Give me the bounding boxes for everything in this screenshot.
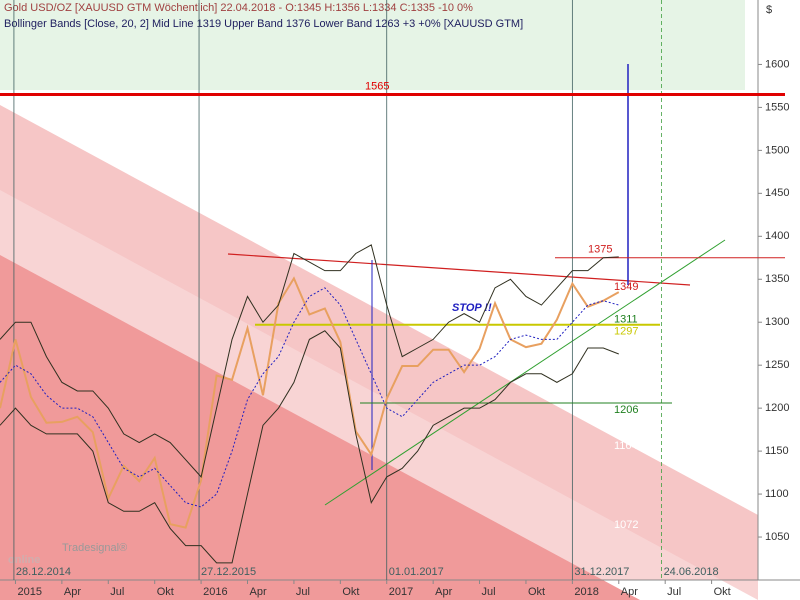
logo-small: Tradesignal® (62, 542, 127, 554)
target-zone (0, 0, 745, 90)
y-tick-label: 1050 (765, 531, 789, 543)
y-tick-label: 1550 (765, 101, 789, 113)
series-line (0, 287, 619, 508)
x-tick-label: 2018 (574, 586, 598, 598)
x-tick-label: Apr (64, 586, 81, 598)
level-label: 1565 (365, 80, 389, 92)
support-trend (324, 239, 726, 506)
level-label: 1072 (614, 519, 638, 531)
level-label: 1164 (614, 440, 638, 452)
x-tick-label: 2017 (389, 586, 413, 598)
series-line (0, 276, 620, 529)
x-tick-label: Apr (250, 586, 267, 598)
currency: $ (766, 4, 772, 16)
y-tick-label: 1150 (765, 445, 789, 457)
level-label: 1206 (614, 404, 638, 416)
channel-inner (0, 255, 640, 600)
level-label: 1349 (614, 281, 638, 293)
date-marker-label: 27.12.2015 (201, 566, 256, 578)
x-tick-label: 2015 (17, 586, 41, 598)
y-tick-label: 1250 (765, 359, 789, 371)
x-tick-label: Jul (667, 586, 681, 598)
y-tick-label: 1400 (765, 230, 789, 242)
x-tick-label: Okt (157, 586, 174, 598)
level-label: 1375 (588, 244, 612, 256)
date-marker-label: 28.12.2014 (16, 566, 71, 578)
header-main: Gold USD/OZ [XAUUSD GTM Wöchentlich] 22.… (4, 2, 473, 14)
y-tick-label: 1100 (765, 488, 789, 500)
x-tick-label: Apr (435, 586, 452, 598)
y-tick-label: 1450 (765, 187, 789, 199)
y-tick-label: 1200 (765, 402, 789, 414)
date-marker-label: 01.01.2017 (389, 566, 444, 578)
x-tick-label: Jul (110, 586, 124, 598)
date-marker-label: 24.06.2018 (664, 566, 719, 578)
x-tick-label: Okt (528, 586, 545, 598)
x-tick-label: 2016 (203, 586, 227, 598)
x-tick-label: Jul (482, 586, 496, 598)
x-tick-label: Jul (296, 586, 310, 598)
date-marker-label: 31.12.2017 (574, 566, 629, 578)
x-tick-label: Apr (621, 586, 638, 598)
x-tick-label: Okt (342, 586, 359, 598)
header-bollinger: Bollinger Bands [Close, 20, 2] Mid Line … (4, 18, 523, 30)
logo: online (8, 554, 40, 566)
level-label: 1297 (614, 326, 638, 338)
series-line (0, 244, 619, 478)
level-label: 1311 (614, 314, 638, 326)
y-tick-label: 1500 (765, 144, 789, 156)
y-tick-label: 1600 (765, 58, 789, 70)
y-tick-label: 1300 (765, 316, 789, 328)
series-line (0, 330, 619, 564)
stop-note: STOP !! (452, 302, 492, 314)
y-tick-label: 1350 (765, 273, 789, 285)
x-tick-label: Okt (714, 586, 731, 598)
